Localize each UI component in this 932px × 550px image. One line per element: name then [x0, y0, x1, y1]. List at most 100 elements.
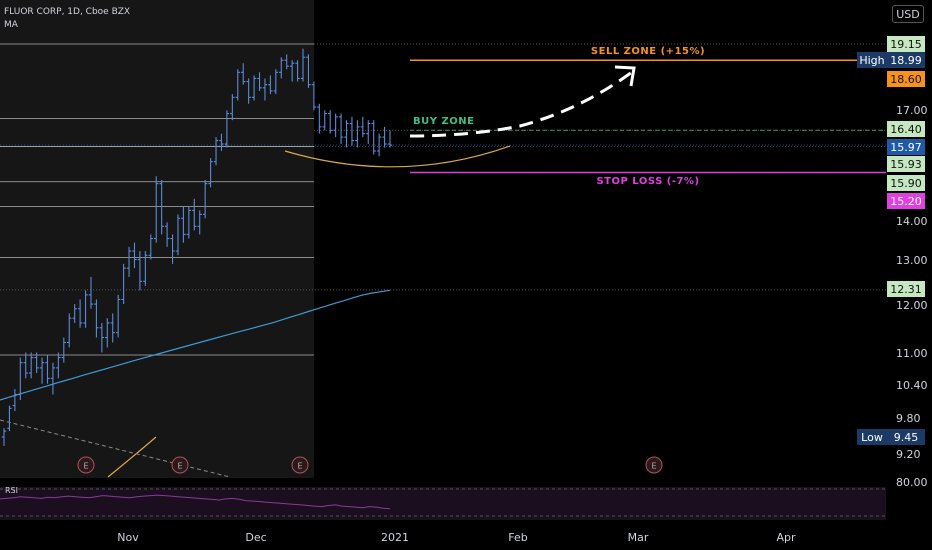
price-badge-bg — [887, 175, 925, 191]
price-tag-bg — [857, 52, 887, 68]
price-candle — [235, 69, 240, 101]
price-candle — [154, 176, 159, 243]
earnings-circle-icon — [645, 456, 663, 474]
price-candle — [246, 78, 251, 104]
x-axis-tick-label: 2021 — [381, 531, 409, 544]
price-candle — [137, 251, 143, 291]
price-candle — [181, 206, 186, 243]
price-candle — [1, 428, 7, 446]
price-candle — [355, 120, 360, 148]
y-axis-tick-label: 17.00 — [896, 104, 928, 117]
price-badge-value: 15.97 — [890, 141, 922, 154]
price-candle — [311, 81, 317, 111]
earnings-marker[interactable]: E — [171, 456, 189, 474]
price-badge-value: 18.99 — [890, 54, 922, 67]
price-candle — [360, 116, 366, 138]
price-candle — [295, 60, 300, 82]
price-badge-bg — [887, 52, 925, 68]
price-badge: 18.60 — [887, 71, 925, 87]
price-candle — [72, 304, 77, 323]
price-candle — [132, 242, 137, 269]
price-badge-value: 9.45 — [894, 431, 919, 444]
rsi-label: RSI — [5, 486, 18, 495]
price-candle — [197, 210, 202, 235]
y-axis-tick-label: 80.00 — [896, 476, 928, 489]
price-candle — [115, 294, 121, 338]
price-candle — [148, 234, 153, 260]
rsi-line — [0, 494, 391, 510]
earnings-circle-icon — [291, 456, 309, 474]
price-candle — [333, 113, 338, 138]
price-candle — [50, 362, 56, 395]
indicator-label[interactable]: MA — [4, 20, 18, 30]
price-candle — [192, 198, 197, 231]
price-candle — [300, 48, 306, 82]
currency-button[interactable]: USD — [892, 5, 924, 23]
earnings-marker[interactable]: E — [645, 456, 663, 474]
earnings-letter: E — [83, 462, 88, 471]
price-badge-bg — [887, 71, 925, 87]
price-candle — [7, 405, 12, 432]
y-axis-tick-label: 10.40 — [896, 379, 928, 392]
price-badge-value: 18.60 — [890, 73, 922, 86]
price-candle — [268, 75, 273, 95]
x-axis-tick-label: Nov — [117, 531, 139, 544]
trend-line-dashed — [0, 419, 231, 478]
price-candle — [143, 251, 148, 286]
price-candle — [164, 222, 170, 247]
price-badge: 9.45 Low — [857, 429, 925, 445]
price-candle — [284, 54, 289, 70]
price-candle — [262, 78, 268, 101]
price-candle — [344, 120, 349, 148]
price-badge-bg — [887, 429, 925, 445]
price-candle — [88, 276, 94, 309]
buy-zone-label: BUY ZONE — [413, 116, 474, 127]
price-candle — [317, 103, 322, 134]
price-candle — [322, 110, 327, 131]
price-tag-label: High — [859, 54, 884, 67]
price-candle — [45, 355, 50, 384]
history-panel — [0, 0, 314, 478]
y-axis-tick-label: 14.00 — [896, 215, 928, 228]
price-candle — [251, 75, 257, 101]
earnings-letter: E — [177, 462, 182, 471]
price-candle — [159, 179, 164, 235]
price-tag-label: Low — [861, 431, 883, 444]
y-axis-tick-label: 12.00 — [896, 299, 928, 312]
price-badge-bg — [887, 193, 925, 209]
price-candle — [273, 69, 279, 95]
earnings-circle-icon — [171, 456, 189, 474]
price-candle — [376, 133, 382, 157]
x-axis-tick-label: Feb — [508, 531, 527, 544]
price-badge: 15.97 — [887, 139, 925, 155]
price-candle — [175, 214, 181, 256]
price-badge-bg — [887, 36, 925, 52]
earnings-marker[interactable]: E — [291, 456, 309, 474]
price-badge-value: 19.15 — [890, 38, 922, 51]
price-badge: 18.99 High — [857, 52, 925, 68]
price-candle — [219, 133, 224, 151]
earnings-letter: E — [651, 462, 656, 471]
earnings-circle-icon — [77, 456, 95, 474]
forecast-arrow-icon — [614, 65, 636, 87]
price-candle — [39, 357, 45, 384]
price-candle — [279, 57, 284, 79]
price-candle — [338, 113, 344, 144]
earnings-marker[interactable]: E — [77, 456, 95, 474]
forecast-path — [409, 70, 633, 138]
price-candle — [241, 63, 246, 85]
price-candle — [387, 130, 393, 148]
price-badge-value: 15.93 — [890, 158, 922, 171]
price-candle — [99, 322, 105, 353]
price-candle — [289, 60, 295, 82]
price-tag-bg — [857, 429, 887, 445]
price-badge-value: 15.90 — [890, 177, 922, 190]
price-candle — [257, 72, 262, 91]
price-candle — [56, 352, 61, 379]
price-candle — [230, 94, 235, 121]
price-badge: 16.40 — [887, 121, 925, 137]
x-axis-tick-label: Apr — [776, 531, 796, 544]
price-candle — [208, 158, 213, 188]
price-candle — [327, 110, 333, 134]
